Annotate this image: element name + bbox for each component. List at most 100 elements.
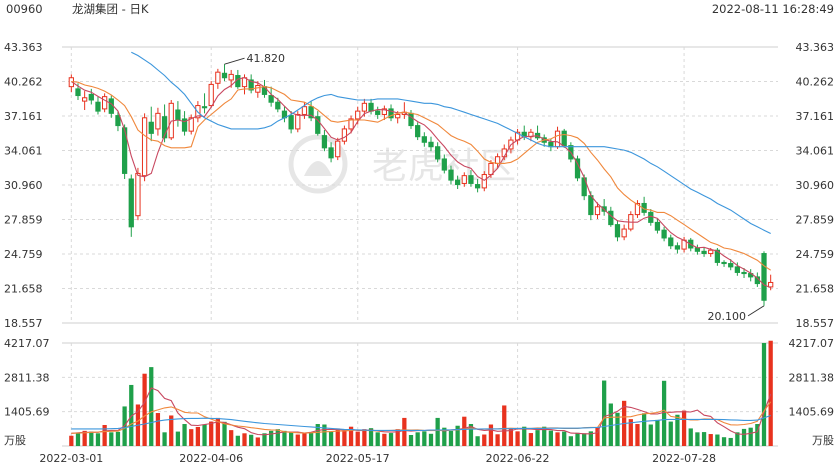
candle-body bbox=[694, 247, 701, 252]
volume-bar bbox=[575, 432, 580, 446]
candle-body bbox=[668, 237, 674, 247]
chart-title: 龙湖集团 - 日K bbox=[72, 2, 149, 16]
volume-bar bbox=[315, 424, 320, 446]
price-annotation: 20.100 bbox=[708, 305, 765, 323]
candle-body bbox=[215, 71, 221, 84]
candle bbox=[694, 244, 701, 255]
candle bbox=[734, 262, 740, 276]
x-tick-label: 2022-04-06 bbox=[179, 452, 243, 465]
volume-bar bbox=[768, 340, 773, 446]
candle bbox=[421, 132, 427, 147]
candle-body bbox=[701, 250, 707, 255]
volume-bar bbox=[695, 432, 700, 446]
candle bbox=[348, 115, 354, 134]
candle-body bbox=[115, 115, 121, 127]
candle-body bbox=[741, 271, 747, 275]
candle bbox=[275, 97, 281, 113]
volume-bar bbox=[562, 431, 567, 446]
candle-body bbox=[201, 106, 208, 109]
candle bbox=[468, 170, 474, 187]
volume-bar bbox=[262, 433, 267, 446]
candle-body bbox=[474, 184, 481, 189]
candle bbox=[761, 251, 767, 306]
volume-tick-label-left: 1405.69 bbox=[4, 406, 50, 419]
volume-bar bbox=[269, 430, 274, 446]
candle-body bbox=[102, 96, 108, 110]
candle bbox=[281, 106, 288, 123]
price-tick-label-right: 43.363 bbox=[796, 41, 835, 54]
volume-bar bbox=[328, 431, 334, 446]
candle-body bbox=[375, 110, 381, 115]
price-tick-label-left: 21.658 bbox=[4, 282, 43, 295]
candle-body bbox=[614, 224, 621, 238]
candle-body bbox=[768, 281, 774, 288]
volume-bar bbox=[215, 417, 220, 446]
volume-bar bbox=[362, 429, 367, 446]
candle bbox=[514, 128, 521, 145]
volume-tick-label-right: 2811.38 bbox=[789, 371, 835, 384]
price-annotation: 41.820 bbox=[224, 52, 285, 65]
price-tick-label-right: 24.759 bbox=[796, 248, 835, 261]
candle bbox=[308, 101, 314, 122]
candle-body bbox=[708, 249, 714, 255]
candle-body bbox=[135, 172, 141, 217]
volume-bar bbox=[655, 419, 660, 446]
volume-bar bbox=[761, 343, 767, 446]
candle bbox=[121, 124, 128, 179]
volume-bar bbox=[282, 430, 287, 446]
price-tick-label-right: 40.262 bbox=[796, 76, 835, 89]
volume-bar bbox=[728, 437, 733, 446]
candle-body bbox=[734, 266, 740, 273]
chart-datetime: 2022-08-11 16:28:49 bbox=[712, 2, 834, 16]
volume-bar bbox=[355, 431, 360, 446]
candle-body bbox=[128, 178, 134, 228]
volume-bar bbox=[242, 433, 247, 446]
volume-bar bbox=[615, 412, 620, 446]
candle bbox=[661, 226, 667, 242]
candle bbox=[748, 269, 754, 282]
candle-body bbox=[335, 140, 341, 158]
header: 00960 龙湖集团 - 日K 2022-08-11 16:28:49 bbox=[6, 2, 834, 16]
candle-body bbox=[88, 93, 94, 101]
volume-bar bbox=[628, 419, 633, 446]
volume-bar bbox=[255, 437, 260, 446]
volume-bar bbox=[448, 430, 454, 446]
volume-bar bbox=[189, 429, 194, 446]
candle-body bbox=[415, 125, 421, 138]
candle-body bbox=[255, 85, 261, 93]
candle-body bbox=[308, 106, 314, 119]
candle bbox=[561, 128, 567, 148]
candle bbox=[621, 224, 627, 241]
price-tick-label-right: 30.960 bbox=[796, 179, 835, 192]
x-tick-label: 2022-06-22 bbox=[486, 452, 550, 465]
candle bbox=[614, 220, 621, 242]
volume-bar bbox=[295, 434, 300, 446]
candle bbox=[82, 91, 88, 111]
candle bbox=[455, 175, 461, 190]
volume-bar bbox=[681, 410, 687, 446]
volume-bar bbox=[535, 430, 540, 446]
candle-body bbox=[654, 221, 661, 231]
candle bbox=[315, 111, 321, 136]
x-tick-label: 2022-07-28 bbox=[652, 452, 716, 465]
volume-bar bbox=[408, 435, 414, 446]
volume-bar bbox=[442, 427, 447, 446]
volume-bar bbox=[222, 421, 227, 446]
volume-bar bbox=[302, 433, 307, 446]
volume-bar bbox=[715, 434, 720, 446]
candle bbox=[648, 209, 654, 226]
candle-body bbox=[121, 127, 128, 174]
candles bbox=[68, 64, 774, 306]
candle bbox=[181, 111, 188, 136]
volume-bar bbox=[428, 433, 434, 446]
ma-line-mid bbox=[71, 80, 772, 271]
axes: 43.363 43.363 40.262 40.262 37.161 37.161 34.0… bbox=[4, 41, 834, 465]
price-tick-label-left: 27.859 bbox=[4, 214, 43, 227]
candle-body bbox=[141, 117, 148, 177]
volume-bar bbox=[175, 431, 181, 446]
candle-body bbox=[268, 95, 274, 103]
candle bbox=[155, 107, 161, 136]
volume-bar bbox=[308, 432, 314, 446]
candle-body bbox=[228, 73, 234, 81]
volume-bar bbox=[275, 429, 280, 446]
